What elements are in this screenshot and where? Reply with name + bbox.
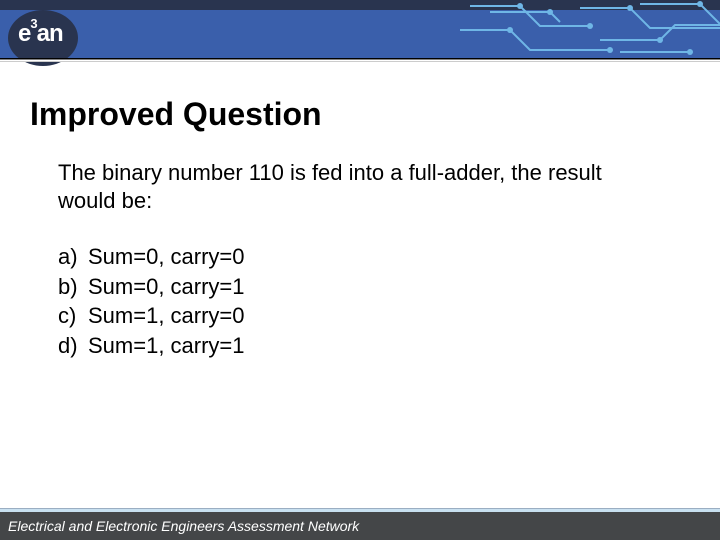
footer-text: Electrical and Electronic Engineers Asse…: [8, 518, 359, 534]
footer-band: Electrical and Electronic Engineers Asse…: [0, 512, 720, 540]
option-b: b)Sum=0, carry=1: [58, 272, 690, 302]
header-divider: [0, 58, 720, 62]
logo-text-main: e: [18, 20, 30, 47]
logo-text-suffix: an: [37, 20, 63, 47]
option-text: Sum=1, carry=1: [88, 333, 245, 358]
content-area: Improved Question The binary number 110 …: [30, 96, 690, 361]
option-c: c)Sum=1, carry=0: [58, 301, 690, 331]
option-text: Sum=0, carry=0: [88, 244, 245, 269]
option-text: Sum=0, carry=1: [88, 274, 245, 299]
option-a: a)Sum=0, carry=0: [58, 242, 690, 272]
option-marker: c): [58, 301, 88, 331]
option-marker: b): [58, 272, 88, 302]
logo-text-sup: 3: [30, 16, 36, 31]
options-list: a)Sum=0, carry=0 b)Sum=0, carry=1 c)Sum=…: [58, 242, 690, 361]
logo-text: e3an: [18, 20, 63, 48]
header-band: [0, 0, 720, 58]
option-marker: a): [58, 242, 88, 272]
option-marker: d): [58, 331, 88, 361]
option-text: Sum=1, carry=0: [88, 303, 245, 328]
option-d: d)Sum=1, carry=1: [58, 331, 690, 361]
circuit-decoration: [460, 0, 720, 58]
slide: e3an Improved Question The binary number…: [0, 0, 720, 540]
slide-title: Improved Question: [30, 96, 690, 133]
question-text: The binary number 110 is fed into a full…: [58, 159, 638, 214]
